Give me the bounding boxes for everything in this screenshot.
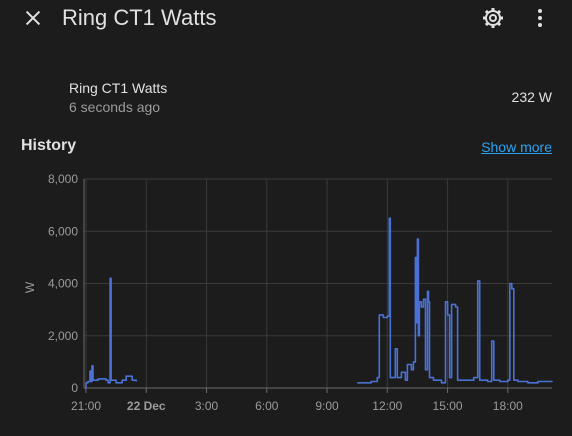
y-tick-label: 4,000 [48,277,78,291]
x-tick-label: 22 Dec [127,399,166,413]
gear-icon[interactable] [481,6,505,30]
close-icon[interactable] [22,7,44,29]
dialog-header: Ring CT1 Watts [0,0,572,36]
x-tick-label: 3:00 [195,399,219,413]
entity-row: Ring CT1 Watts 6 seconds ago 232 W [0,74,572,122]
entity-state: 232 W [511,89,552,105]
y-tick-label: 2,000 [48,329,78,343]
show-more-link[interactable]: Show more [481,139,552,155]
y-tick-label: 0 [71,381,78,395]
x-tick-label: 12:00 [372,399,402,413]
series-line [85,217,553,389]
history-title: History [21,137,77,154]
history-chart: 0 2,000 4,000 6,000 8,000 21:00 22 Dec 3:00 6:00… [23,172,553,413]
x-tick-label: 21:00 [71,399,101,413]
entity-last-changed: 6 seconds ago [69,99,161,115]
y-axis-label: W [23,281,37,293]
x-tick-label: 15:00 [433,399,463,413]
dialog-title: Ring CT1 Watts [62,5,217,30]
y-tick-label: 6,000 [48,224,78,238]
x-tick-label: 6:00 [255,399,279,413]
entity-name: Ring CT1 Watts [69,80,168,96]
x-tick-label: 9:00 [315,399,339,413]
more-vertical-icon[interactable] [530,6,550,30]
y-tick-label: 8,000 [48,172,78,186]
x-tick-label: 18:00 [493,399,523,413]
